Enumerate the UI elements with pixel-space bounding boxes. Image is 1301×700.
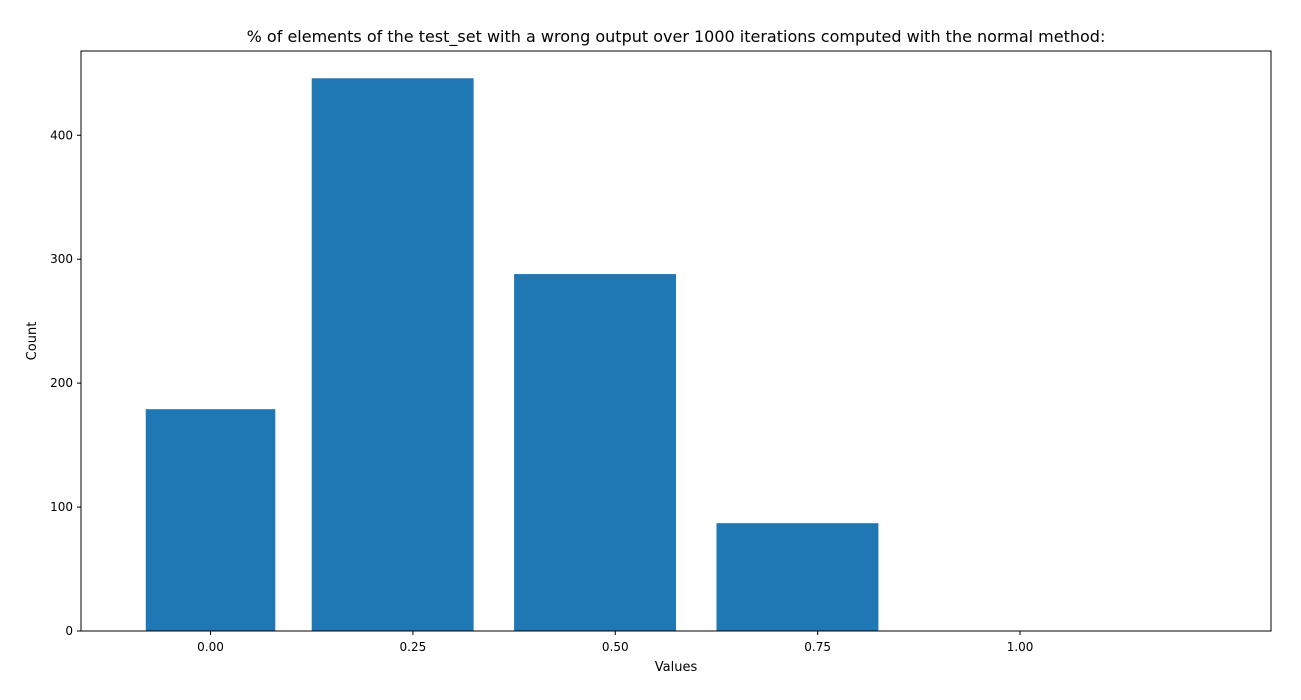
y-tick-label: 0	[65, 624, 73, 638]
x-tick-label: 1.00	[1007, 640, 1034, 654]
bar-1	[311, 78, 474, 631]
x-tick-label: 0.00	[197, 640, 224, 654]
x-tick-label: 0.25	[400, 640, 427, 654]
bar-3	[716, 523, 879, 631]
x-axis: 0.00 0.25 0.50 0.75 1.00	[197, 631, 1033, 654]
y-tick-label: 400	[50, 128, 73, 142]
y-axis-label: Count	[25, 322, 40, 361]
chart-title: % of elements of the test_set with a wro…	[247, 27, 1106, 47]
plot-frame	[80, 50, 1272, 632]
y-axis: 0 100 200 300 400	[50, 128, 81, 638]
x-axis-label: Values	[655, 660, 698, 675]
y-tick-label: 200	[50, 376, 73, 390]
bar-2	[514, 274, 676, 631]
bar-0	[145, 409, 276, 631]
y-tick-label: 300	[50, 252, 73, 266]
y-tick-label: 100	[50, 500, 73, 514]
x-tick-label: 0.75	[804, 640, 831, 654]
x-tick-label: 0.50	[602, 640, 629, 654]
bars	[145, 78, 879, 631]
